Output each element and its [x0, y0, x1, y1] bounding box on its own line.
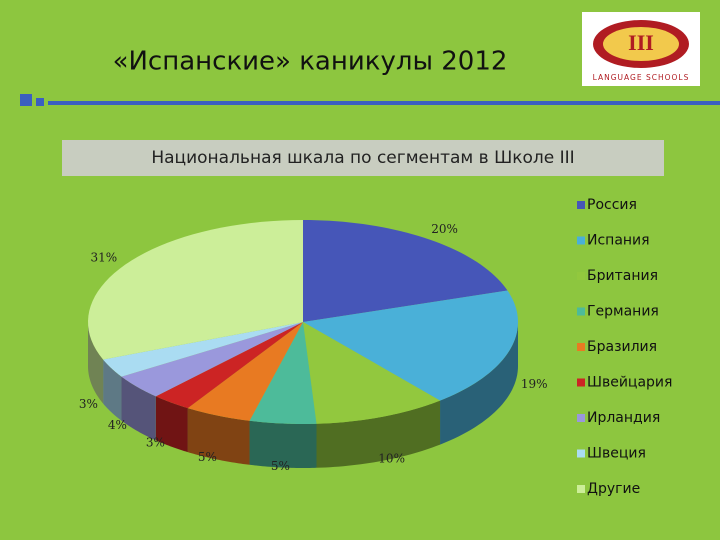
legend-label: Испания — [587, 233, 650, 249]
data-label: 20% — [431, 222, 458, 236]
legend-label: Россия — [587, 197, 637, 213]
legend-label: Бразилия — [587, 339, 657, 355]
bullet-square — [20, 94, 32, 106]
pie-slice — [249, 322, 317, 424]
legend-label: Швейцария — [587, 375, 672, 391]
pie-side — [249, 420, 317, 468]
data-label: 5% — [198, 450, 217, 464]
chart-title: Национальная шкала по сегментам в Школе … — [151, 148, 574, 168]
legend-swatch — [577, 449, 585, 458]
pie-slice — [88, 220, 304, 360]
pie-slice — [303, 322, 441, 424]
legend-swatch — [577, 201, 585, 209]
legend-swatch — [577, 343, 585, 351]
chart-title-box — [62, 140, 664, 176]
data-label: 19% — [521, 377, 548, 391]
pie-slice — [155, 322, 303, 409]
pie-side — [316, 400, 441, 468]
pie-side — [440, 322, 518, 445]
legend-swatch — [577, 414, 585, 422]
data-label: 10% — [378, 452, 405, 466]
pie-chart: 20% 19% 10% 5% 5% 3% 4% 3% 31% Россия Испания Брита… — [79, 197, 673, 497]
data-label: 4% — [108, 418, 127, 432]
pie-side — [121, 376, 156, 441]
pie-side — [88, 322, 104, 404]
pie-slice — [303, 290, 518, 401]
legend-label: Другие — [587, 481, 640, 497]
pie-side — [187, 408, 250, 465]
divider — [48, 101, 720, 105]
legend-swatch — [577, 272, 585, 280]
pie-slice — [187, 322, 303, 421]
legend-swatch — [577, 485, 585, 493]
logo-mark: III — [628, 30, 654, 55]
legend-label: Британия — [587, 268, 658, 284]
legend-swatch — [577, 307, 585, 316]
data-label: 31% — [91, 250, 118, 264]
slide-title: «Испанские» каникулы 2012 — [113, 47, 508, 77]
legend-label: Ирландия — [587, 410, 660, 426]
legend-swatch — [577, 236, 585, 245]
pie-slice — [303, 220, 508, 322]
logo-text: LANGUAGE SCHOOLS — [593, 73, 690, 82]
pie-slice — [121, 322, 303, 397]
pie-side — [103, 359, 122, 421]
logo-inner — [603, 27, 679, 61]
legend-label: Германия — [587, 304, 659, 320]
bullet-square — [36, 98, 44, 106]
pie-side — [155, 396, 188, 453]
data-label: 3% — [146, 436, 165, 450]
legend-swatch — [577, 378, 585, 387]
data-label: 5% — [271, 459, 290, 473]
pie-slice — [103, 322, 303, 377]
data-label: 3% — [79, 397, 98, 411]
legend-label: Швеция — [587, 446, 646, 462]
